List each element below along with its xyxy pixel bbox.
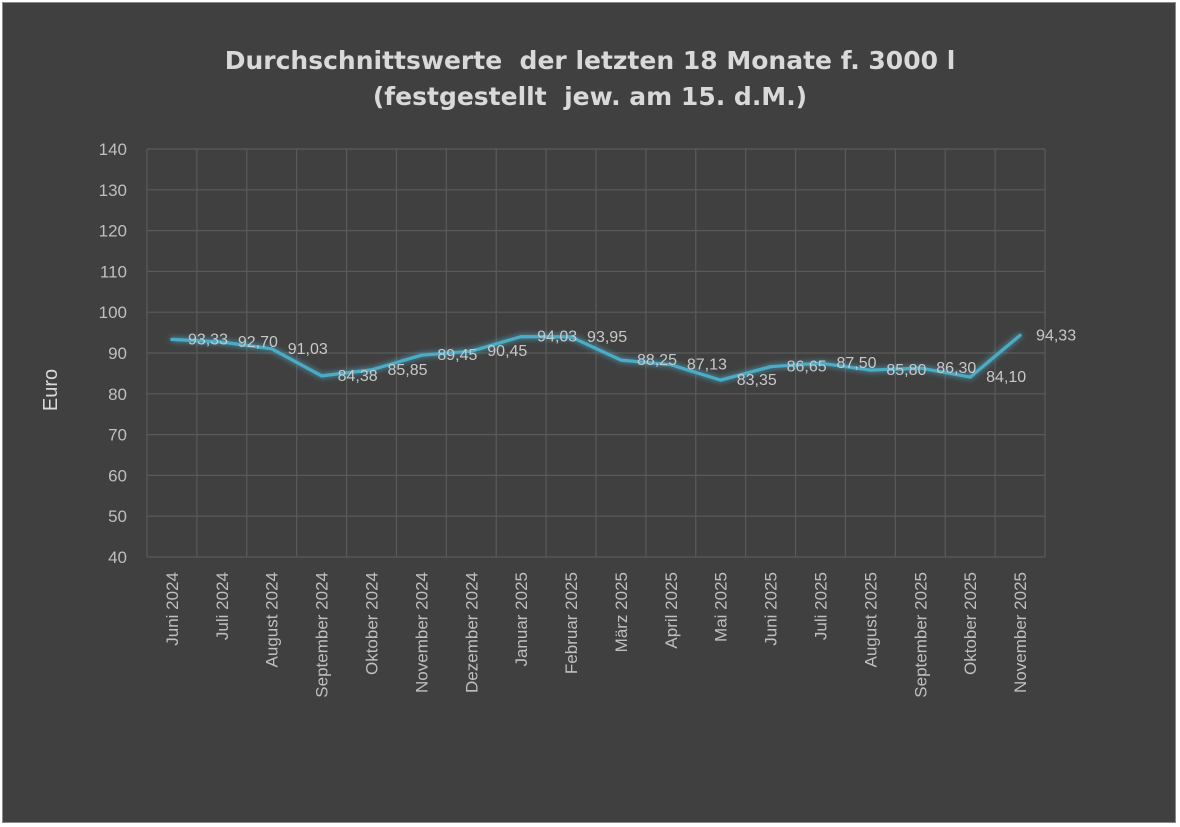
data-point: [918, 366, 922, 370]
y-tick-label: 40: [108, 548, 127, 567]
x-tick-label: November 2024: [412, 572, 431, 693]
data-label: 84,38: [338, 368, 378, 385]
data-label: 91,03: [288, 341, 328, 358]
y-axis-label: Euro: [40, 369, 62, 411]
x-tick-label: Juni 2025: [762, 572, 781, 646]
x-tick-label: Mai 2025: [712, 572, 731, 642]
x-tick-label: August 2025: [861, 572, 880, 667]
data-label: 92,70: [238, 334, 278, 351]
data-label: 85,80: [886, 362, 926, 379]
x-tick-label: September 2024: [313, 572, 332, 698]
data-point: [669, 363, 673, 367]
data-point: [868, 368, 872, 372]
gridlines: 40 50 60 70 80 90 100 110 120 130 140: [99, 140, 1046, 567]
y-tick-label: 50: [108, 507, 127, 526]
data-point: [320, 374, 324, 378]
x-tick-label: Juli 2025: [812, 572, 831, 640]
data-point: [619, 358, 623, 362]
data-point: [370, 368, 373, 372]
x-tick-label: März 2025: [612, 572, 631, 652]
x-tick-label: Dezember 2024: [462, 572, 481, 693]
data-label: 94,33: [1036, 327, 1076, 344]
x-tick-label: Januar 2025: [512, 572, 531, 667]
data-label: 85,85: [388, 362, 428, 379]
y-tick-label: 130: [99, 181, 127, 200]
data-point: [419, 353, 423, 357]
data-label: 93,95: [587, 329, 627, 346]
data-label: 88,25: [637, 352, 677, 369]
data-point: [569, 335, 573, 339]
data-point: [469, 349, 473, 353]
x-tick-label: September 2025: [911, 572, 930, 698]
x-tick-label: Oktober 2025: [961, 572, 980, 675]
data-point: [769, 365, 773, 369]
data-labels: 93,33 92,70 91,03 84,38 85,85 89,45 90,45 94,03…: [188, 327, 1076, 389]
chart-title-line-2: (festgestellt jew. am 15. d.M.): [372, 82, 808, 111]
y-tick-label: 80: [108, 385, 127, 404]
data-label: 83,35: [737, 372, 777, 389]
data-point: [819, 361, 822, 365]
x-tick-label: Juni 2024: [163, 572, 182, 646]
y-tick-label: 90: [108, 344, 127, 363]
data-label: 84,10: [986, 369, 1026, 386]
data-point: [170, 337, 174, 341]
data-label: 93,33: [188, 331, 228, 348]
x-tick-labels: Juni 2024 Juli 2024 August 2024 September 2…: [163, 572, 1030, 698]
y-tick-label: 100: [99, 303, 127, 322]
x-tick-label: Februar 2025: [562, 572, 581, 674]
data-label: 94,03: [537, 329, 577, 346]
data-label: 86,30: [936, 360, 976, 377]
data-point: [719, 378, 723, 382]
data-label: 86,65: [787, 359, 827, 376]
x-tick-label: April 2025: [662, 572, 681, 649]
data-point: [220, 340, 224, 344]
x-tick-label: August 2024: [263, 572, 282, 667]
y-tick-label: 120: [99, 222, 127, 241]
data-label: 87,50: [837, 355, 877, 372]
y-tick-label: 110: [100, 262, 127, 281]
data-label: 89,45: [437, 347, 477, 364]
data-point: [1018, 333, 1022, 337]
data-point: [968, 375, 972, 379]
y-tick-label: 60: [108, 466, 127, 485]
data-label: 87,13: [687, 357, 727, 374]
data-point: [519, 335, 523, 339]
series-line: [170, 333, 1022, 382]
chart-title-line-1: Durchschnittswerte der letzten 18 Monate…: [224, 46, 956, 75]
x-tick-label: Juli 2024: [213, 572, 232, 640]
data-point: [270, 347, 274, 351]
y-tick-label: 140: [99, 140, 127, 159]
data-label: 90,45: [487, 343, 527, 360]
x-tick-label: November 2025: [1011, 572, 1030, 693]
chart-title: Durchschnittswerte der letzten 18 Monate…: [3, 43, 1177, 115]
x-tick-label: Oktober 2024: [363, 572, 382, 675]
y-tick-label: 70: [108, 426, 127, 445]
